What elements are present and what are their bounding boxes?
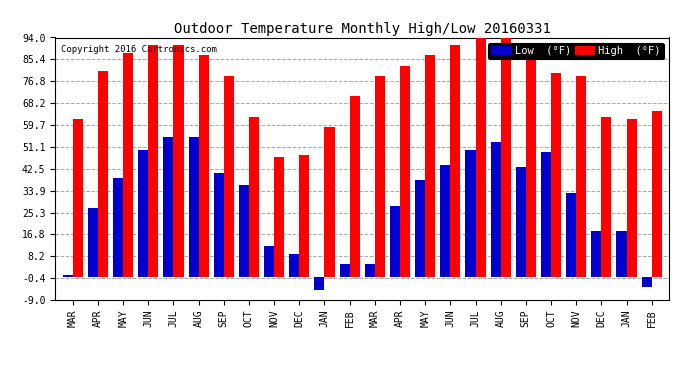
Legend: Low  (°F), High  (°F): Low (°F), High (°F) bbox=[488, 43, 664, 59]
Bar bbox=[324, 127, 335, 277]
Bar bbox=[365, 264, 375, 277]
Bar bbox=[274, 157, 284, 277]
Bar bbox=[173, 45, 184, 277]
Bar bbox=[566, 193, 576, 277]
Bar bbox=[415, 180, 425, 277]
Bar bbox=[602, 117, 611, 277]
Bar bbox=[591, 231, 602, 277]
Bar bbox=[466, 150, 475, 277]
Bar bbox=[501, 38, 511, 277]
Bar bbox=[138, 150, 148, 277]
Bar bbox=[239, 185, 249, 277]
Bar bbox=[315, 277, 324, 290]
Bar bbox=[188, 137, 199, 277]
Bar bbox=[299, 155, 309, 277]
Bar bbox=[390, 206, 400, 277]
Bar bbox=[164, 137, 173, 277]
Bar bbox=[642, 277, 651, 287]
Bar bbox=[440, 165, 451, 277]
Bar bbox=[576, 76, 586, 277]
Bar bbox=[123, 53, 133, 277]
Bar bbox=[199, 56, 209, 277]
Bar bbox=[98, 70, 108, 277]
Text: Copyright 2016 Cartronics.com: Copyright 2016 Cartronics.com bbox=[61, 45, 217, 54]
Bar bbox=[551, 73, 561, 277]
Bar bbox=[339, 264, 350, 277]
Bar bbox=[400, 66, 410, 277]
Bar bbox=[526, 45, 536, 277]
Bar bbox=[616, 231, 627, 277]
Bar bbox=[148, 45, 159, 277]
Bar bbox=[541, 152, 551, 277]
Bar bbox=[289, 254, 299, 277]
Bar bbox=[249, 117, 259, 277]
Bar bbox=[350, 96, 359, 277]
Bar bbox=[425, 56, 435, 277]
Bar bbox=[375, 76, 385, 277]
Bar bbox=[73, 119, 83, 277]
Bar bbox=[224, 76, 234, 277]
Bar bbox=[264, 246, 274, 277]
Bar bbox=[451, 45, 460, 277]
Bar bbox=[214, 172, 224, 277]
Bar bbox=[516, 168, 526, 277]
Bar bbox=[475, 38, 486, 277]
Bar bbox=[627, 119, 637, 277]
Title: Outdoor Temperature Monthly High/Low 20160331: Outdoor Temperature Monthly High/Low 201… bbox=[174, 22, 551, 36]
Bar bbox=[63, 274, 73, 277]
Bar bbox=[491, 142, 501, 277]
Bar bbox=[113, 178, 123, 277]
Bar bbox=[651, 111, 662, 277]
Bar bbox=[88, 208, 98, 277]
